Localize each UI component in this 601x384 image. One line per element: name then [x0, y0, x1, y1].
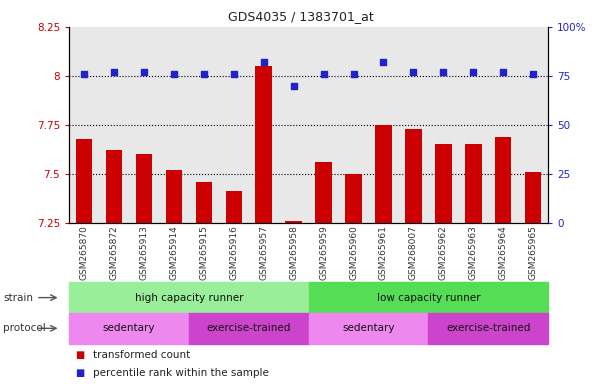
Bar — [225, 191, 242, 223]
Text: strain: strain — [3, 293, 33, 303]
Text: sedentary: sedentary — [103, 323, 155, 333]
Point — [439, 69, 448, 75]
Bar — [316, 162, 332, 223]
Point — [259, 59, 269, 65]
Bar — [136, 154, 152, 223]
Bar — [525, 172, 542, 223]
Bar — [465, 144, 481, 223]
Bar — [166, 170, 182, 223]
Bar — [106, 150, 122, 223]
Bar — [405, 129, 422, 223]
Bar — [285, 221, 302, 223]
Text: GDS4035 / 1383701_at: GDS4035 / 1383701_at — [228, 10, 373, 23]
Bar — [195, 182, 212, 223]
Point — [109, 69, 119, 75]
Point — [379, 59, 388, 65]
Bar — [255, 66, 272, 223]
Point — [319, 71, 328, 77]
Point — [139, 69, 149, 75]
Point — [409, 69, 418, 75]
Point — [349, 71, 358, 77]
Point — [289, 83, 299, 89]
Bar — [76, 139, 93, 223]
Bar — [375, 125, 392, 223]
Bar — [495, 137, 511, 223]
Text: high capacity runner: high capacity runner — [135, 293, 243, 303]
Point — [229, 71, 239, 77]
Bar — [435, 144, 451, 223]
Text: percentile rank within the sample: percentile rank within the sample — [93, 368, 269, 378]
Text: exercise-trained: exercise-trained — [207, 323, 291, 333]
Text: sedentary: sedentary — [342, 323, 395, 333]
Point — [498, 69, 508, 75]
Text: ■: ■ — [75, 350, 84, 360]
Text: exercise-trained: exercise-trained — [446, 323, 531, 333]
Point — [528, 71, 538, 77]
Point — [199, 71, 209, 77]
Point — [468, 69, 478, 75]
Text: ■: ■ — [75, 368, 84, 378]
Point — [79, 71, 89, 77]
Text: protocol: protocol — [3, 323, 46, 333]
Text: low capacity runner: low capacity runner — [377, 293, 480, 303]
Bar — [346, 174, 362, 223]
Text: transformed count: transformed count — [93, 350, 191, 360]
Point — [169, 71, 178, 77]
